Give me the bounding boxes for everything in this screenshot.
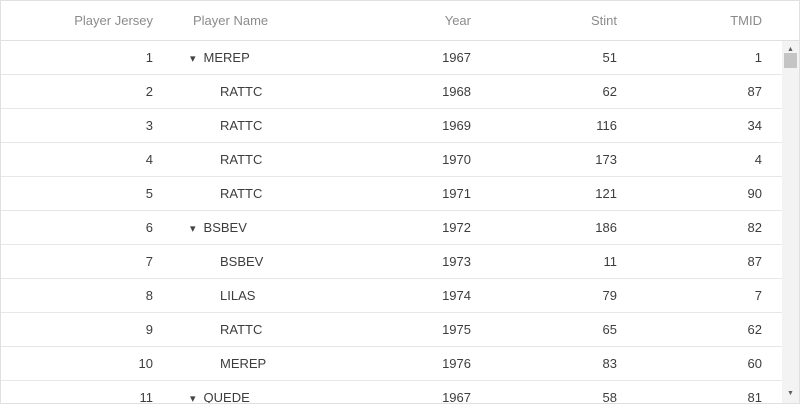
cell-player-name: RATTC xyxy=(220,152,263,167)
cell-tmid: 87 xyxy=(747,254,762,269)
vertical-scrollbar[interactable]: ▲ ▼ xyxy=(782,41,799,403)
table-row[interactable]: 10 MEREP 1976 83 60 xyxy=(1,347,782,381)
cell-tmid: 82 xyxy=(747,220,762,235)
table-row[interactable]: 7 BSBEV 1973 11 87 xyxy=(1,245,782,279)
table-row[interactable]: 6 ▾ BSBEV 1972 186 82 xyxy=(1,211,782,245)
cell-tmid: 7 xyxy=(754,288,762,303)
cell-player-name: LILAS xyxy=(220,288,256,303)
cell-stint: 116 xyxy=(596,118,617,133)
cell-stint: 65 xyxy=(602,322,617,337)
cell-year: 1976 xyxy=(442,356,471,371)
scrollbar-thumb[interactable] xyxy=(784,53,797,68)
expand-arrow-icon[interactable]: ▾ xyxy=(190,53,196,65)
cell-stint: 11 xyxy=(603,254,618,269)
cell-tmid: 90 xyxy=(747,186,762,201)
cell-tmid: 60 xyxy=(747,356,762,371)
cell-year: 1975 xyxy=(442,322,471,337)
cell-tmid: 81 xyxy=(747,390,762,403)
cell-player-name: RATTC xyxy=(220,118,263,133)
cell-tmid: 1 xyxy=(754,50,762,65)
table-body: 1 ▾ MEREP 1967 51 1 2 RATTC 1968 62 87 3 RATTC 1969 11… xyxy=(1,41,799,403)
cell-year: 1967 xyxy=(442,390,471,403)
cell-player-jersey: 4 xyxy=(145,152,153,167)
table-row[interactable]: 11 ▾ QUEDE 1967 58 81 xyxy=(1,381,782,403)
table-row[interactable]: 2 RATTC 1968 62 87 xyxy=(1,75,782,109)
expand-arrow-icon[interactable]: ▾ xyxy=(190,393,196,403)
table-rows: 1 ▾ MEREP 1967 51 1 2 RATTC 1968 62 87 3 RATTC 1969 11… xyxy=(1,41,799,403)
scroll-down-icon[interactable]: ▼ xyxy=(787,390,794,397)
cell-player-jersey: 1 xyxy=(145,50,153,65)
cell-player-jersey: 3 xyxy=(145,118,153,133)
cell-tmid: 62 xyxy=(747,322,762,337)
column-header-player-name[interactable]: Player Name xyxy=(193,13,269,28)
cell-player-name: ▾ QUEDE xyxy=(173,381,331,403)
cell-player-jersey: 8 xyxy=(145,288,153,303)
cell-player-jersey: 5 xyxy=(145,186,153,201)
cell-year: 1970 xyxy=(442,152,471,167)
table-row[interactable]: 3 RATTC 1969 116 34 xyxy=(1,109,782,143)
cell-year: 1969 xyxy=(442,118,471,133)
cell-player-name: MEREP xyxy=(220,356,267,371)
cell-stint: 58 xyxy=(602,390,617,403)
cell-year: 1974 xyxy=(442,288,471,303)
cell-year: 1967 xyxy=(442,50,471,65)
cell-player-jersey: 9 xyxy=(145,322,153,337)
cell-player-jersey: 11 xyxy=(139,390,154,403)
column-header-stint[interactable]: Stint xyxy=(590,13,617,28)
cell-year: 1968 xyxy=(442,84,471,99)
cell-stint: 62 xyxy=(602,84,617,99)
table-row[interactable]: 1 ▾ MEREP 1967 51 1 xyxy=(1,41,782,75)
column-header-tmid[interactable]: TMID xyxy=(730,13,762,28)
cell-stint: 173 xyxy=(595,152,617,167)
table-row[interactable]: 4 RATTC 1970 173 4 xyxy=(1,143,782,177)
cell-tmid: 4 xyxy=(754,152,762,167)
table-row[interactable]: 9 RATTC 1975 65 62 xyxy=(1,313,782,347)
cell-stint: 51 xyxy=(602,50,617,65)
cell-player-name: RATTC xyxy=(220,322,263,337)
cell-stint: 83 xyxy=(602,356,617,371)
cell-stint: 121 xyxy=(595,186,617,201)
cell-tmid: 87 xyxy=(747,84,762,99)
cell-player-jersey: 6 xyxy=(145,220,153,235)
table-row[interactable]: 5 RATTC 1971 121 90 xyxy=(1,177,782,211)
cell-player-name: RATTC xyxy=(220,84,263,99)
cell-player-name: ▾ BSBEV xyxy=(173,211,331,244)
cell-player-name: BSBEV xyxy=(220,254,264,269)
cell-year: 1972 xyxy=(442,220,471,235)
cell-player-jersey: 10 xyxy=(138,356,153,371)
table-row[interactable]: 8 LILAS 1974 79 7 xyxy=(1,279,782,313)
cell-player-name: ▾ MEREP xyxy=(173,41,331,74)
expand-arrow-icon[interactable]: ▾ xyxy=(190,223,196,235)
table-header-row: Player Jersey Player Name Year Stint TMI… xyxy=(1,1,799,41)
cell-year: 1973 xyxy=(442,254,471,269)
cell-stint: 79 xyxy=(602,288,617,303)
cell-player-jersey: 2 xyxy=(145,84,153,99)
cell-stint: 186 xyxy=(595,220,617,235)
column-header-player-jersey[interactable]: Player Jersey xyxy=(74,13,153,28)
column-header-year[interactable]: Year xyxy=(444,13,471,28)
cell-year: 1971 xyxy=(442,186,471,201)
scroll-up-icon[interactable]: ▲ xyxy=(787,46,794,53)
cell-tmid: 34 xyxy=(747,118,762,133)
cell-player-jersey: 7 xyxy=(145,254,153,269)
cell-player-name: RATTC xyxy=(220,186,263,201)
